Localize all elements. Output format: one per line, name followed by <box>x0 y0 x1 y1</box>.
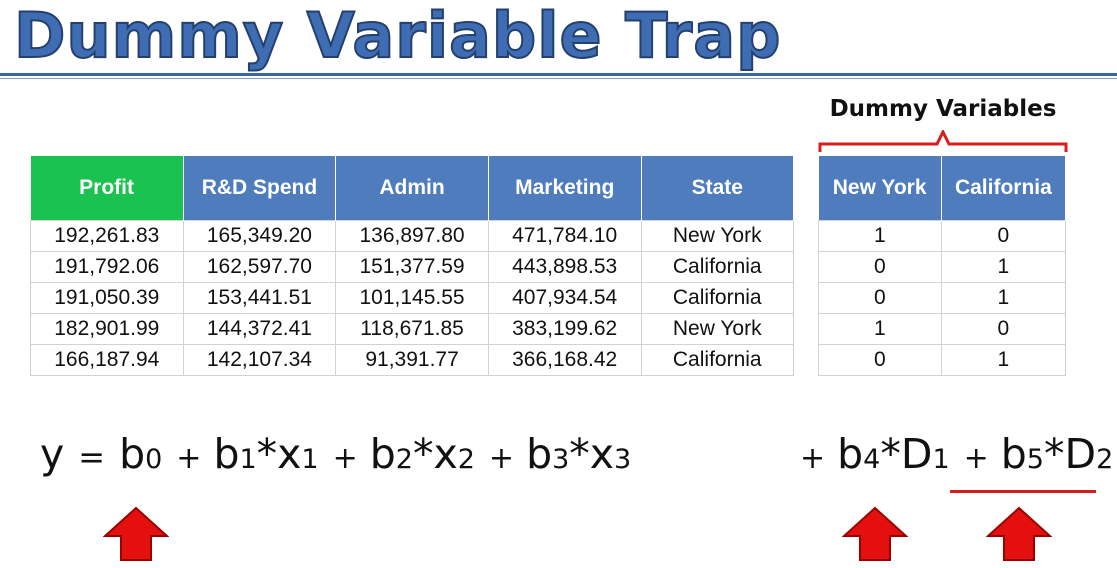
equation-lhs: y <box>40 430 65 478</box>
equation-plus: + <box>800 441 826 476</box>
equation-plus: + <box>332 441 358 476</box>
header-row: Profit R&D Spend Admin Marketing State <box>30 156 794 221</box>
cell: 153,441.51 <box>182 282 337 314</box>
equation-term-b1x1: b 1 *x 1 <box>213 430 319 478</box>
cell: New York <box>640 220 794 252</box>
cell: 151,377.59 <box>335 251 489 283</box>
d2-underline <box>950 490 1096 493</box>
cell: 118,671.85 <box>335 313 489 345</box>
cell: 1 <box>940 251 1067 283</box>
cell: 165,349.20 <box>182 220 337 252</box>
equation-plus: + <box>488 441 515 476</box>
header-state: State <box>641 156 794 221</box>
cell: 1 <box>940 344 1067 376</box>
var: *D <box>880 430 933 478</box>
equation-equals: = <box>78 438 106 476</box>
slide-title: Dummy Variable Trap <box>13 0 782 73</box>
table-row: 166,187.94 142,107.34 91,391.77 366,168.… <box>30 344 794 376</box>
title-rule-thin <box>0 78 1117 79</box>
dummy-bracket <box>818 130 1068 152</box>
cell: 1 <box>940 282 1067 314</box>
cell: 136,897.80 <box>335 220 489 252</box>
dummy-variables-table: New York California 1 0 0 1 0 1 1 0 0 1 <box>818 156 1067 376</box>
cell: 166,187.94 <box>30 344 184 376</box>
up-arrow-icon <box>842 506 908 561</box>
cell: 0 <box>940 313 1067 345</box>
cell: 1 <box>818 313 942 345</box>
cell: New York <box>640 313 794 345</box>
header-california: California <box>941 156 1067 221</box>
coef: b <box>119 430 146 478</box>
table-row: 0 1 <box>818 251 1067 283</box>
title-rule <box>0 73 1117 76</box>
coef: b <box>837 430 864 478</box>
cell: 192,261.83 <box>30 220 184 252</box>
up-arrow-icon <box>103 506 169 561</box>
cell: 191,792.06 <box>30 251 184 283</box>
table-row: 191,050.39 153,441.51 101,145.55 407,934… <box>30 282 794 314</box>
cell: 162,597.70 <box>182 251 337 283</box>
table-row: 0 1 <box>818 344 1067 376</box>
var: *x <box>256 430 302 478</box>
header-profit: Profit <box>30 156 184 221</box>
table-row: 192,261.83 165,349.20 136,897.80 471,784… <box>30 220 794 252</box>
cell: California <box>640 282 794 314</box>
cell: 383,199.62 <box>487 313 642 345</box>
dummy-variables-label: Dummy Variables <box>829 96 1057 122</box>
cell: California <box>640 344 794 376</box>
header-marketing: Marketing <box>488 156 642 221</box>
cell: 91,391.77 <box>335 344 489 376</box>
cell: 366,168.42 <box>487 344 642 376</box>
equation-term-b2x2: b 2 *x 2 <box>369 430 475 478</box>
table-row: 182,901.99 144,372.41 118,671.85 383,199… <box>30 313 794 345</box>
cell: California <box>640 251 794 283</box>
var: *D <box>1043 430 1097 478</box>
header-rd-spend: R&D Spend <box>183 156 337 221</box>
cell: 0 <box>818 344 942 376</box>
cell: 191,050.39 <box>30 282 184 314</box>
regression-equation-right: + b 4 *D 1 + b 5 *D 2 <box>786 430 1113 500</box>
coef: b <box>1000 430 1027 478</box>
cell: 142,107.34 <box>182 344 337 376</box>
header-admin: Admin <box>335 156 489 221</box>
cell: 0 <box>940 220 1067 252</box>
table-row: 191,792.06 162,597.70 151,377.59 443,898… <box>30 251 794 283</box>
cell: 0 <box>818 282 942 314</box>
cell: 182,901.99 <box>30 313 184 345</box>
equation-plus: + <box>176 441 202 476</box>
equation-term-b5d2: b 5 *D 2 <box>1000 430 1114 478</box>
var: *x <box>412 430 458 478</box>
coef: b <box>369 430 396 478</box>
table-row: 1 0 <box>818 313 1067 345</box>
cell: 101,145.55 <box>335 282 489 314</box>
cell: 1 <box>818 220 942 252</box>
up-arrow-icon <box>986 506 1052 561</box>
cell: 443,898.53 <box>487 251 642 283</box>
table-row: 1 0 <box>818 220 1067 252</box>
table-row: 0 1 <box>818 282 1067 314</box>
header-new-york: New York <box>818 156 942 221</box>
equation-term-b4d1: b 4 *D 1 <box>837 430 950 478</box>
equation-plus: + <box>963 441 989 476</box>
header-row: New York California <box>818 156 1067 221</box>
coef: b <box>526 430 553 478</box>
coef: b <box>213 430 240 478</box>
dataset-table: Profit R&D Spend Admin Marketing State 1… <box>30 156 794 376</box>
cell: 0 <box>818 251 942 283</box>
cell: 144,372.41 <box>182 313 337 345</box>
cell: 407,934.54 <box>487 282 642 314</box>
equation-term-b3x3: b 3 *x 3 <box>526 430 632 478</box>
var: *x <box>569 430 615 478</box>
cell: 471,784.10 <box>487 220 642 252</box>
